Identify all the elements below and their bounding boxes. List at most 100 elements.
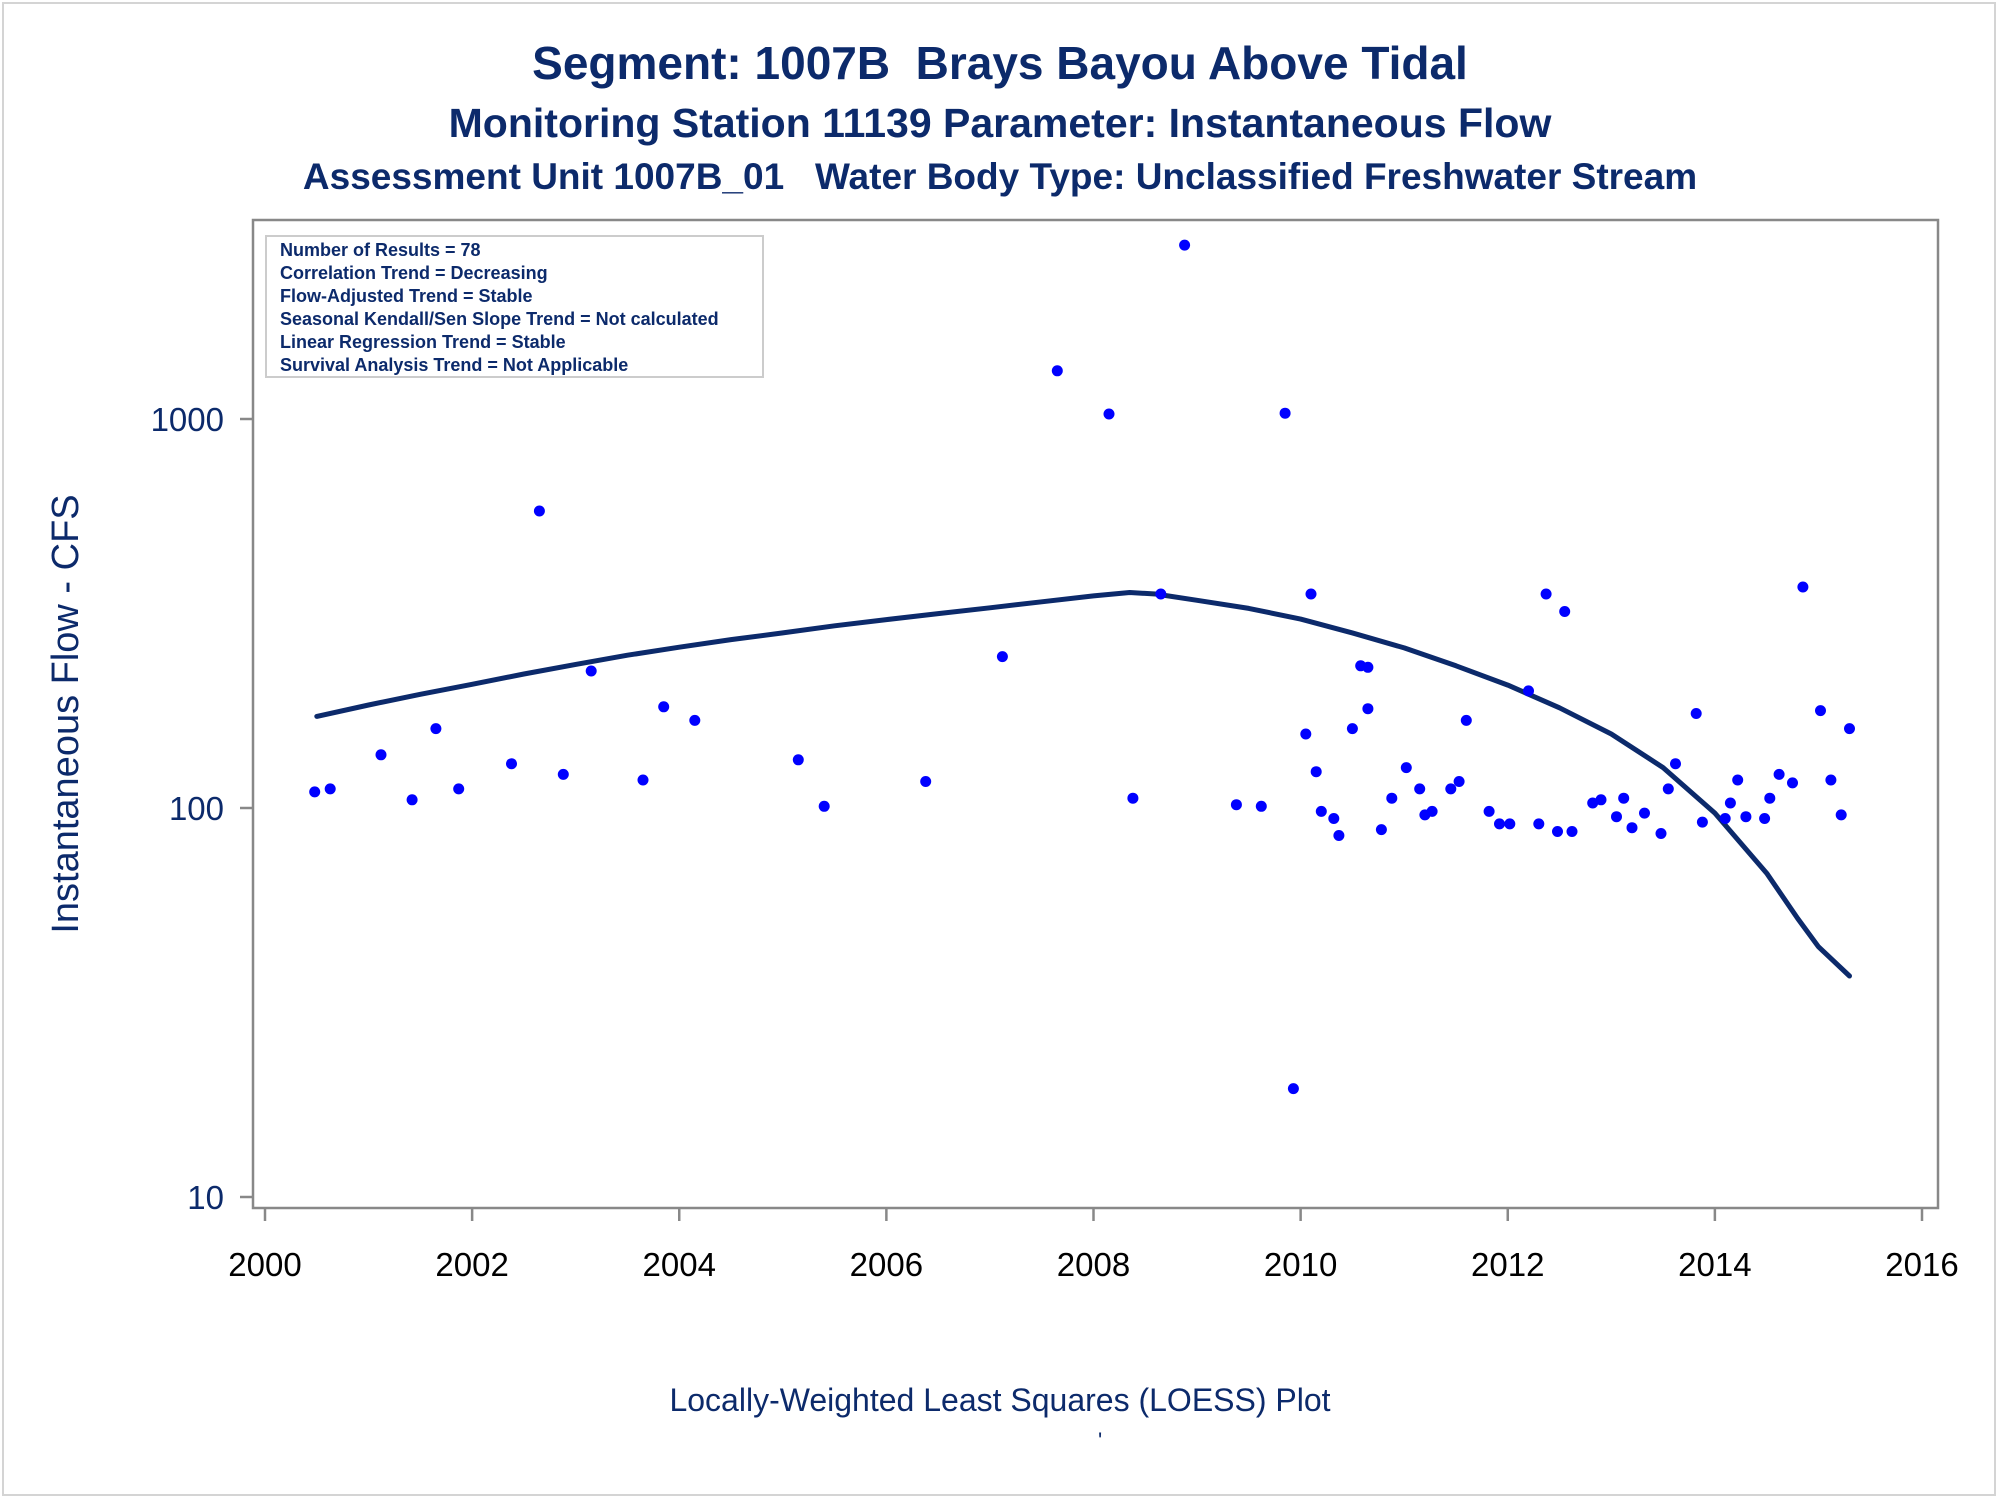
data-point (1375, 824, 1387, 836)
data-point (689, 714, 701, 726)
data-point (1724, 797, 1736, 809)
data-point (309, 786, 321, 798)
legend-entry: Correlation Trend = Decreasing (280, 263, 548, 283)
data-point (1333, 830, 1345, 841)
data-point (1310, 766, 1322, 778)
data-point (324, 783, 336, 795)
y-tick-label: 100 (169, 790, 224, 827)
y-axis: 10 100 1000 (151, 401, 253, 1216)
data-point (1328, 813, 1340, 824)
data-point (1362, 661, 1374, 673)
data-point (1696, 816, 1708, 828)
data-point (1300, 728, 1312, 740)
x-tick-label: 2010 (1264, 1246, 1337, 1283)
y-tick-label: 10 (187, 1179, 224, 1216)
data-point (1523, 685, 1534, 697)
data-point (1759, 813, 1771, 824)
data-point (1400, 762, 1412, 774)
legend: Number of Results = 78 Correlation Trend … (265, 235, 764, 378)
x-tick-label: 2012 (1471, 1246, 1544, 1283)
data-point (1618, 792, 1630, 804)
legend-box (265, 235, 764, 378)
chart-title: Segment: 1007B Brays Bayou Above Tidal (532, 37, 1468, 89)
legend-entry: Number of Results = 78 (280, 240, 481, 260)
x-tick-label: 2000 (228, 1246, 301, 1283)
data-point (533, 505, 545, 517)
data-point (1690, 708, 1702, 719)
y-axis-title: Instantaneous Flow - CFS (45, 494, 87, 933)
data-point (1460, 714, 1472, 726)
data-point (430, 723, 442, 735)
data-point (453, 783, 465, 795)
data-point (1552, 826, 1563, 837)
data-point (1835, 809, 1847, 821)
data-point (1362, 703, 1374, 715)
data-point (1732, 774, 1744, 786)
data-points (309, 239, 1855, 1095)
data-point (1764, 792, 1776, 804)
data-point (1453, 776, 1465, 787)
x-tick-label: 2006 (850, 1246, 923, 1283)
legend-entry: Survival Analysis Trend = Not Applicable (280, 355, 628, 375)
data-point (1051, 365, 1063, 377)
data-point (1815, 705, 1826, 717)
data-point (1844, 723, 1855, 735)
x-tick-label: 2016 (1885, 1246, 1958, 1283)
data-point (1719, 813, 1731, 824)
data-point (1346, 723, 1358, 735)
data-point (375, 749, 387, 761)
data-point (1315, 805, 1327, 817)
data-point (1414, 783, 1426, 795)
x-tick-label: 2014 (1678, 1246, 1751, 1283)
data-point (818, 800, 830, 812)
data-point (1662, 783, 1674, 795)
data-point (658, 701, 670, 713)
chart-subtitle-station: Monitoring Station 11139 Parameter: Inst… (448, 100, 1552, 146)
loess-curve (314, 590, 1852, 979)
data-point (792, 754, 804, 766)
data-point (1825, 774, 1837, 786)
data-point (1127, 792, 1139, 804)
data-point (1670, 758, 1681, 770)
data-point (1179, 239, 1191, 251)
caption-mark: ' (1098, 1428, 1103, 1453)
data-point (557, 768, 569, 780)
data-point (1773, 768, 1785, 780)
data-point (1787, 777, 1798, 789)
data-point (1533, 818, 1545, 830)
data-point (1445, 783, 1457, 795)
data-point (1611, 811, 1622, 823)
data-point (1483, 805, 1495, 817)
data-point (506, 758, 517, 770)
data-point (1639, 807, 1650, 819)
data-point (1305, 588, 1317, 600)
data-point (1255, 800, 1267, 812)
x-tick-label: 2002 (435, 1246, 508, 1283)
data-point (1279, 407, 1291, 419)
data-point (1155, 588, 1167, 600)
data-point (637, 774, 649, 786)
data-point (1740, 811, 1752, 823)
data-point (1587, 797, 1599, 809)
data-point (1797, 581, 1809, 593)
data-point (996, 651, 1008, 663)
data-point (1655, 828, 1667, 839)
data-point (1504, 818, 1516, 830)
data-point (1426, 805, 1438, 817)
x-tick-label: 2008 (1057, 1246, 1130, 1283)
legend-entry: Seasonal Kendall/Sen Slope Trend = Not c… (280, 309, 719, 329)
data-point (1566, 826, 1578, 837)
data-point (920, 776, 932, 787)
data-point (1287, 1083, 1299, 1095)
data-point (1626, 822, 1638, 834)
data-point (1386, 792, 1398, 804)
data-point (1230, 799, 1242, 811)
data-point (1540, 588, 1552, 600)
data-point (585, 665, 597, 677)
data-point (406, 794, 418, 806)
y-tick-label: 1000 (151, 401, 224, 438)
chart-subtitle-assessment: Assessment Unit 1007B_01 Water Body Type… (302, 156, 1698, 197)
legend-entry: Flow-Adjusted Trend = Stable (280, 286, 533, 306)
